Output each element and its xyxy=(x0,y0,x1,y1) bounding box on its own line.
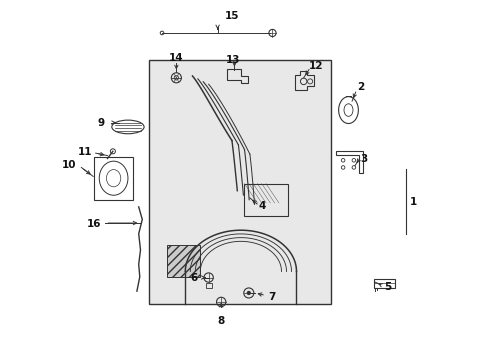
Text: 10: 10 xyxy=(62,160,77,170)
Text: 13: 13 xyxy=(225,54,240,64)
FancyBboxPatch shape xyxy=(149,60,330,304)
Text: 7: 7 xyxy=(267,292,275,302)
Text: 16: 16 xyxy=(86,219,101,229)
Bar xyxy=(94,157,133,200)
Text: 12: 12 xyxy=(308,61,322,71)
Text: 15: 15 xyxy=(224,11,239,21)
Text: 9: 9 xyxy=(97,118,104,128)
Bar xyxy=(244,184,287,216)
Text: 11: 11 xyxy=(78,147,92,157)
Polygon shape xyxy=(167,244,199,277)
Text: 3: 3 xyxy=(359,154,366,164)
Text: 1: 1 xyxy=(408,197,416,207)
Text: 2: 2 xyxy=(357,82,364,93)
Circle shape xyxy=(246,291,250,295)
Text: 4: 4 xyxy=(258,201,265,211)
Bar xyxy=(205,283,211,288)
Text: 5: 5 xyxy=(384,282,391,292)
Text: 14: 14 xyxy=(169,53,183,63)
Bar xyxy=(373,279,394,288)
Text: 6: 6 xyxy=(190,273,198,283)
Text: 8: 8 xyxy=(217,316,224,325)
